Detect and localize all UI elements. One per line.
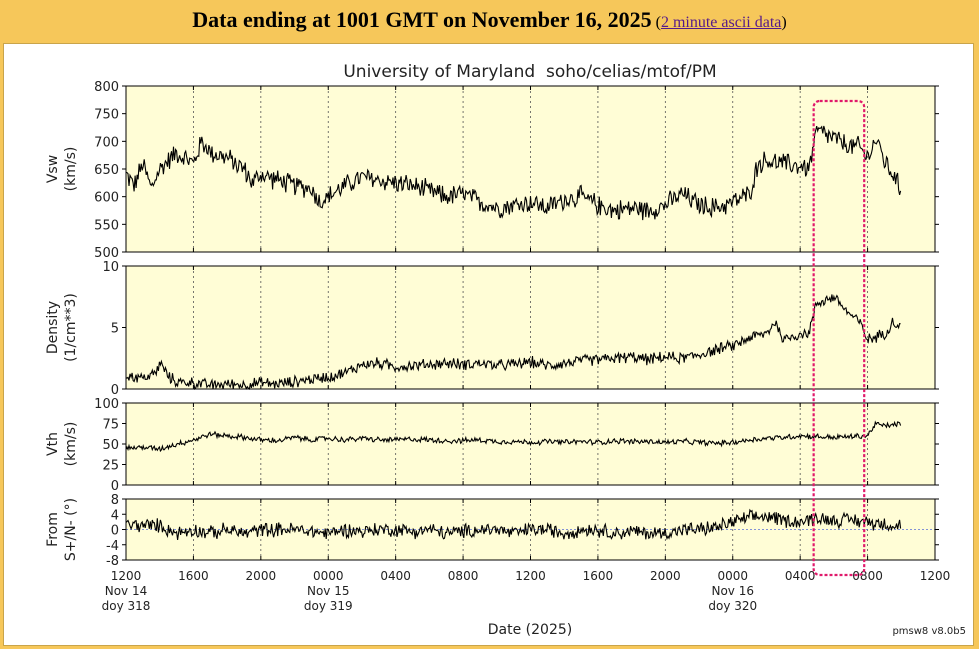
vth-y-axis-label: Vth xyxy=(45,432,61,456)
x-tick-label: 1600 xyxy=(178,569,209,583)
x-tick-label: 1200 xyxy=(920,569,951,583)
x-tick-label: 0000 xyxy=(313,569,344,583)
x-axis-label: Date (2025) xyxy=(488,622,572,638)
highlight-box xyxy=(812,99,866,577)
density-y-axis-label: Density xyxy=(45,301,61,354)
x-tick-label: 0400 xyxy=(785,569,816,583)
y-tick-label: 550 xyxy=(94,218,119,233)
date-label: Nov 14 xyxy=(105,584,148,598)
y-tick-label: 8 xyxy=(111,493,119,508)
x-tick-label: 0800 xyxy=(852,569,883,583)
density-y-axis-label: (1/cm**3) xyxy=(63,293,79,362)
vth-y-axis-label: (km/s) xyxy=(63,422,79,467)
y-tick-label: 0 xyxy=(111,479,119,494)
from-y-axis-label: From xyxy=(45,512,61,547)
y-tick-label: 50 xyxy=(102,438,119,453)
y-tick-label: 650 xyxy=(94,163,119,178)
vsw-series-line xyxy=(125,125,902,221)
from-y-axis-label: S+/N- (°) xyxy=(63,498,79,561)
x-tick-label: 0400 xyxy=(380,569,411,583)
y-tick-label: 5 xyxy=(111,322,119,337)
page-banner: Data ending at 1001 GMT on November 16, … xyxy=(0,0,979,40)
y-tick-label: 750 xyxy=(94,108,119,123)
x-tick-label: 0000 xyxy=(717,569,748,583)
ascii-data-link[interactable]: 2 minute ascii data xyxy=(660,14,782,31)
x-tick-label: 2000 xyxy=(246,569,277,583)
y-tick-label: 800 xyxy=(94,80,119,95)
y-tick-label: 10 xyxy=(102,260,119,275)
panel-vsw: 500 550 600 650 700 750 800 Vsw (km/s) xyxy=(45,80,939,261)
y-tick-label: 4 xyxy=(111,508,119,523)
panel-density: 0 5 10 Density (1/cm**3) xyxy=(45,260,939,398)
banner-close-paren: ) xyxy=(781,14,787,31)
y-tick-label: 500 xyxy=(94,246,119,261)
x-tick-label: 1600 xyxy=(583,569,614,583)
doy-label: doy 319 xyxy=(304,599,353,613)
doy-label: doy 320 xyxy=(708,599,757,613)
y-tick-label: 75 xyxy=(102,418,119,433)
y-tick-label: 100 xyxy=(94,397,119,412)
y-tick-label: -8 xyxy=(106,554,119,569)
panel-vth: 0 25 50 75 100 Vth (km/s) xyxy=(45,397,939,494)
date-label: Nov 16 xyxy=(711,584,754,598)
y-tick-label: 0 xyxy=(111,524,119,539)
solar-wind-chart: University of Maryland soho/celias/mtof/… xyxy=(45,62,966,638)
x-tick-label: 2000 xyxy=(650,569,681,583)
banner-open-paren: ( xyxy=(651,14,661,31)
vsw-background xyxy=(126,86,935,252)
version-footer: pmsw8 v8.0b5 xyxy=(892,626,966,637)
chart-panel: University of Maryland soho/celias/mtof/… xyxy=(3,43,974,646)
chart-title: University of Maryland soho/celias/mtof/… xyxy=(343,62,716,82)
date-label: Nov 15 xyxy=(307,584,350,598)
x-tick-label: 0800 xyxy=(448,569,479,583)
y-tick-label: 600 xyxy=(94,191,119,206)
x-axis: 1200 1600 2000 0000 0400 0800 1200 1600 2000 0000… xyxy=(102,569,951,613)
vsw-y-axis-label: (km/s) xyxy=(63,147,79,192)
y-tick-label: 25 xyxy=(102,459,119,474)
vsw-y-axis-label: Vsw xyxy=(45,155,61,183)
y-tick-label: -4 xyxy=(106,539,119,554)
density-series-line xyxy=(125,294,901,391)
y-tick-label: 0 xyxy=(111,383,119,398)
banner-title: Data ending at 1001 GMT on November 16, … xyxy=(192,7,652,32)
x-tick-label: 1200 xyxy=(111,569,142,583)
vth-series-line xyxy=(125,420,902,453)
x-tick-label: 1200 xyxy=(515,569,546,583)
from-series-line xyxy=(125,508,902,541)
y-tick-label: 700 xyxy=(94,135,119,150)
doy-label: doy 318 xyxy=(102,599,151,613)
